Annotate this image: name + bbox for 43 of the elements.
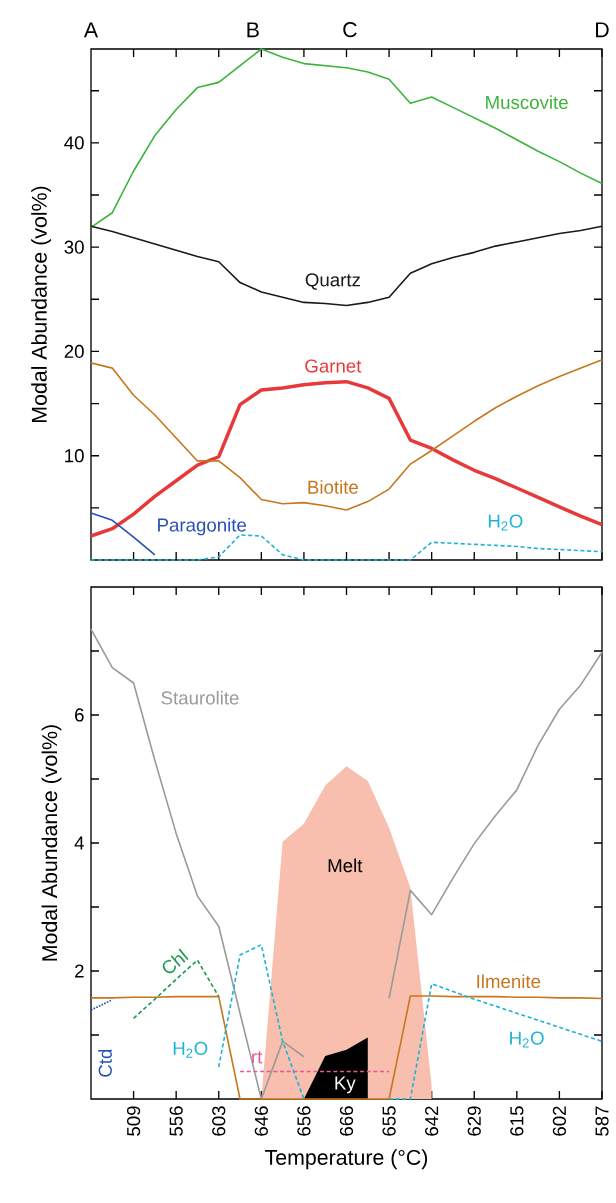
x-tick-label: 615 xyxy=(510,1106,524,1136)
x-tick-label: 556 xyxy=(169,1106,183,1136)
series-label: Muscovite xyxy=(486,95,568,110)
x-tick-label: 666 xyxy=(339,1106,354,1136)
series-label: Biotite xyxy=(308,480,359,494)
y-axis-title: Modal Abundance (vol%) xyxy=(41,725,62,961)
text: B xyxy=(247,22,259,38)
y-axis-title: Modal Abundance (vol%) xyxy=(31,186,52,422)
series-label: Paragonite xyxy=(158,517,247,536)
y-tick-label: 10 xyxy=(65,449,84,463)
text: C xyxy=(343,22,357,38)
series-label: Quartz xyxy=(305,273,360,290)
line-series xyxy=(89,379,604,538)
x-tick-label: 629 xyxy=(467,1106,481,1136)
text: A xyxy=(83,22,99,38)
y-tick-label: 30 xyxy=(64,240,84,254)
x-tick-label: 655 xyxy=(382,1106,396,1136)
y-tick-label: 4 xyxy=(74,836,84,850)
x-tick-label: 646 xyxy=(254,1106,268,1136)
y-tick-label: 6 xyxy=(75,708,84,722)
x-tick-label: 602 xyxy=(552,1106,567,1136)
series-label: Melt xyxy=(328,858,363,873)
y-tick-label: 20 xyxy=(64,344,84,359)
x-tick-label: 642 xyxy=(425,1106,439,1136)
series-label: Ilmenite xyxy=(477,974,541,989)
series-label: H$_{2}$O xyxy=(510,1031,544,1048)
x-tick-label: 587 xyxy=(595,1106,609,1136)
x-axis-title: Temperature (°C) xyxy=(265,1149,428,1170)
series-label: Staurolite xyxy=(161,690,239,705)
y-tick-label: 40 xyxy=(64,136,84,150)
text: Chl xyxy=(162,948,189,974)
x-tick-label: 656 xyxy=(297,1106,311,1136)
x-tick-label: 509 xyxy=(127,1106,141,1136)
series-label: H$_{2}$O xyxy=(488,514,523,531)
text: Ctd xyxy=(98,1049,112,1077)
series-label: Garnet xyxy=(305,359,362,373)
text: H$_{2}$O xyxy=(173,1041,208,1058)
series-label: rt xyxy=(252,1051,263,1064)
y-tick-label: 2 xyxy=(75,964,84,978)
text: D xyxy=(596,22,609,38)
line-series xyxy=(90,512,156,556)
x-tick-label: 603 xyxy=(212,1106,226,1136)
legend-label: Ky xyxy=(335,1076,356,1094)
